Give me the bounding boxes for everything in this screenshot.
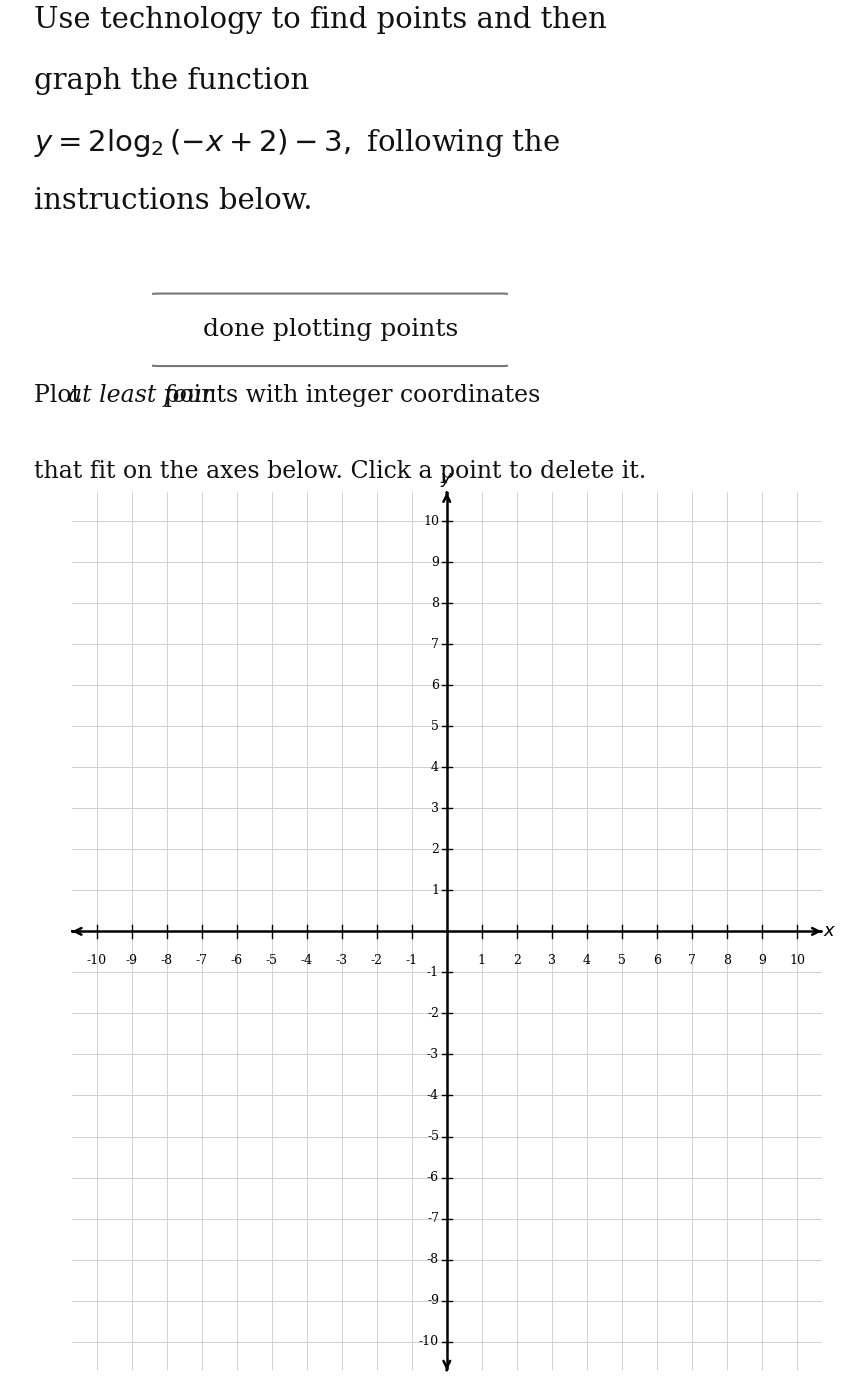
FancyBboxPatch shape xyxy=(146,294,515,366)
Text: -5: -5 xyxy=(266,954,278,967)
Text: 5: 5 xyxy=(431,720,439,732)
Text: -3: -3 xyxy=(427,1049,439,1061)
Text: 4: 4 xyxy=(583,954,591,967)
Text: -1: -1 xyxy=(427,965,439,979)
Text: 9: 9 xyxy=(431,556,439,569)
Text: 2: 2 xyxy=(513,954,521,967)
Text: 2: 2 xyxy=(431,843,439,856)
Text: $y$: $y$ xyxy=(440,472,453,490)
Text: -6: -6 xyxy=(230,954,243,967)
Text: 8: 8 xyxy=(723,954,731,967)
Text: Use technology to find points and then: Use technology to find points and then xyxy=(34,7,606,35)
Text: that fit on the axes below. Click a point to delete it.: that fit on the axes below. Click a poin… xyxy=(34,459,646,483)
Text: -8: -8 xyxy=(427,1252,439,1266)
Text: 5: 5 xyxy=(618,954,626,967)
Text: -4: -4 xyxy=(301,954,313,967)
Text: 9: 9 xyxy=(758,954,766,967)
Text: 10: 10 xyxy=(424,515,439,527)
Text: graph the function: graph the function xyxy=(34,67,309,94)
Text: 6: 6 xyxy=(653,954,661,967)
Text: -2: -2 xyxy=(427,1007,439,1019)
Text: 8: 8 xyxy=(431,596,439,610)
Text: 3: 3 xyxy=(431,802,439,814)
Text: -10: -10 xyxy=(86,954,107,967)
Text: -5: -5 xyxy=(427,1130,439,1143)
Text: -10: -10 xyxy=(419,1336,439,1348)
Text: -3: -3 xyxy=(335,954,348,967)
Text: -4: -4 xyxy=(427,1089,439,1103)
Text: 7: 7 xyxy=(431,638,439,651)
Text: Plot: Plot xyxy=(34,384,88,406)
Text: -7: -7 xyxy=(427,1212,439,1225)
Text: 4: 4 xyxy=(431,760,439,774)
Text: done plotting points: done plotting points xyxy=(202,318,458,341)
Text: $x$: $x$ xyxy=(823,922,837,940)
Text: $y = 2\log_2(-x + 2) - 3,$ following the: $y = 2\log_2(-x + 2) - 3,$ following the xyxy=(34,126,560,160)
Text: at least four: at least four xyxy=(68,384,213,406)
Text: -6: -6 xyxy=(427,1171,439,1184)
Text: 3: 3 xyxy=(548,954,556,967)
Text: 10: 10 xyxy=(789,954,805,967)
Text: -9: -9 xyxy=(427,1294,439,1307)
Text: 1: 1 xyxy=(431,884,439,897)
Text: -7: -7 xyxy=(196,954,208,967)
Text: 7: 7 xyxy=(688,954,696,967)
Text: 1: 1 xyxy=(478,954,486,967)
Text: points with integer coordinates: points with integer coordinates xyxy=(157,384,540,406)
Text: -8: -8 xyxy=(161,954,173,967)
Text: -9: -9 xyxy=(125,954,137,967)
Text: -1: -1 xyxy=(406,954,418,967)
Text: -2: -2 xyxy=(371,954,383,967)
Text: 6: 6 xyxy=(431,678,439,692)
Text: instructions below.: instructions below. xyxy=(34,187,313,215)
